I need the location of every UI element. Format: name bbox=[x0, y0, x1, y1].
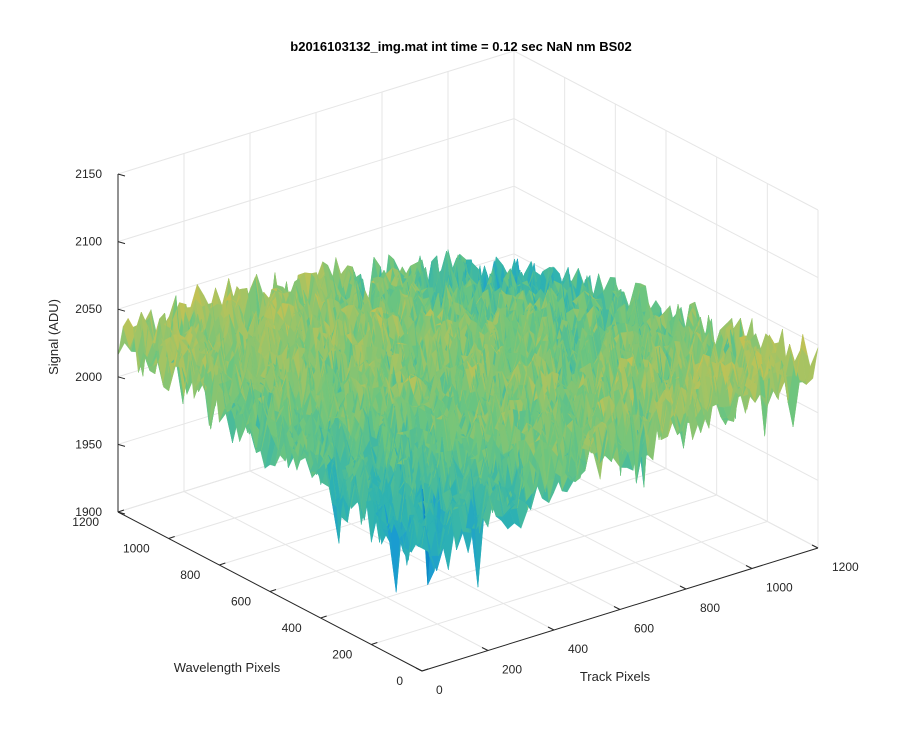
z-tick bbox=[117, 241, 126, 245]
side-wall-grid-line bbox=[513, 185, 819, 346]
y-tick-label: 400 bbox=[282, 621, 302, 635]
y-tick bbox=[320, 615, 327, 619]
x-tick-label: 600 bbox=[634, 622, 654, 636]
side-wall-grid-line bbox=[513, 118, 819, 279]
floor-grid-line bbox=[320, 494, 717, 619]
y-tick-label: 1200 bbox=[72, 515, 99, 529]
z-tick bbox=[117, 511, 126, 515]
x-tick-label: 800 bbox=[700, 601, 720, 615]
x-tick-label: 1000 bbox=[766, 581, 793, 595]
z-axis-label: Signal (ADU) bbox=[46, 299, 61, 375]
y-axis-label: Wavelength Pixels bbox=[174, 660, 281, 675]
y-tick-label: 0 bbox=[396, 674, 403, 688]
x-tick bbox=[415, 667, 423, 672]
z-tick-label: 2100 bbox=[75, 235, 102, 249]
x-axis-label: Track Pixels bbox=[580, 669, 651, 684]
z-tick-label: 1950 bbox=[75, 437, 102, 451]
y-tick bbox=[117, 509, 125, 513]
surface bbox=[117, 249, 819, 593]
x-tick-label: 1200 bbox=[832, 560, 859, 574]
z-tick bbox=[117, 376, 126, 380]
back-wall-grid-line bbox=[117, 50, 515, 175]
z-tick-label: 2000 bbox=[75, 370, 102, 384]
y-tick bbox=[219, 562, 226, 566]
x-tick-label: 400 bbox=[568, 642, 588, 656]
z-tick bbox=[117, 173, 126, 177]
x-tick bbox=[811, 544, 819, 549]
x-tick bbox=[613, 606, 621, 610]
x-tick bbox=[745, 565, 753, 569]
x-tick bbox=[679, 585, 687, 590]
x-tick bbox=[481, 647, 489, 651]
y-tick-label: 1000 bbox=[123, 542, 150, 556]
x-tick bbox=[547, 626, 555, 631]
y-tick-label: 800 bbox=[180, 568, 200, 582]
x-tick-label: 0 bbox=[436, 683, 443, 697]
side-wall-grid-line bbox=[513, 50, 819, 211]
floor-grid-line bbox=[371, 521, 768, 645]
z-tick-label: 2150 bbox=[75, 167, 102, 181]
z-tick-label: 2050 bbox=[75, 302, 102, 316]
z-tick bbox=[117, 308, 126, 312]
chart-title: b2016103132_img.mat int time = 0.12 sec … bbox=[290, 39, 631, 54]
y-tick bbox=[421, 668, 429, 672]
z-tick-label: 1900 bbox=[75, 505, 102, 519]
y-tick bbox=[168, 536, 175, 539]
back-wall-grid-line bbox=[117, 118, 515, 243]
y-tick-label: 200 bbox=[332, 648, 352, 662]
back-wall-grid-line bbox=[117, 185, 515, 310]
z-tick bbox=[117, 443, 126, 447]
y-tick-label: 600 bbox=[231, 595, 251, 609]
axes: 1900195020002050210021500200400600800100… bbox=[72, 167, 859, 697]
x-tick-label: 200 bbox=[502, 663, 522, 677]
surface-patch bbox=[805, 347, 819, 386]
y-tick bbox=[269, 589, 277, 592]
y-tick bbox=[371, 642, 378, 645]
